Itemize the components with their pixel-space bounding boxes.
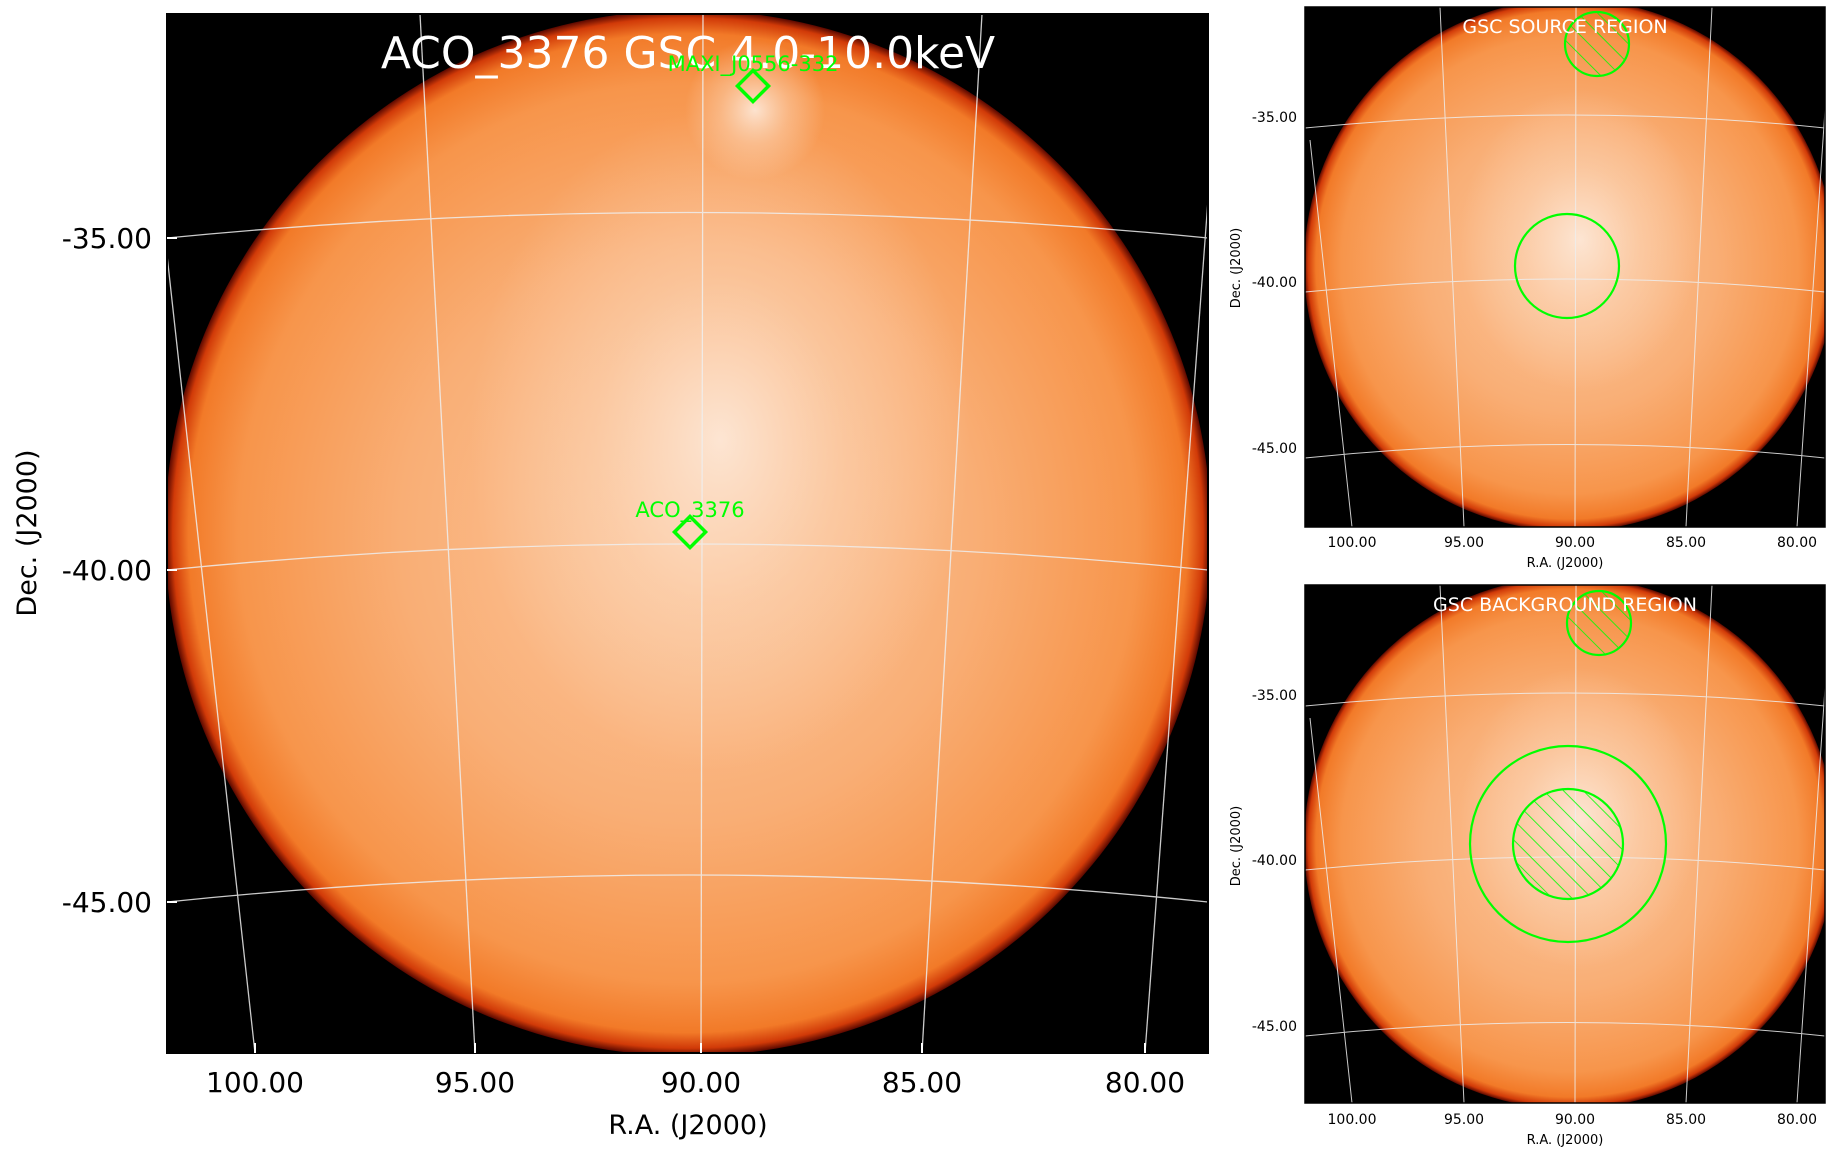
background-xtick-label: 90.00 [1555,1112,1595,1128]
main-panel: ACO_3376 GSC 4.0-10.0keV MAXI_J0556-332 … [12,13,1209,1141]
source-coordinate-grid [1305,7,1825,527]
source-plot-frame [1304,6,1826,528]
background-plot-frame [1304,584,1826,1104]
background-ytick-label: -40.00 [1252,853,1297,869]
main-ytick-label: -45.00 [62,886,152,919]
source-hatched-region[interactable] [1563,10,1631,78]
main-xtick-label: 100.00 [206,1066,304,1099]
source-xlabel: R.A. (J2000) [1527,556,1604,571]
source-ytick-label: -45.00 [1252,441,1297,457]
source-panel-title: GSC SOURCE REGION [1462,16,1667,38]
source-ytick-label: -35.00 [1252,110,1297,126]
main-ytick-label: -35.00 [62,222,152,255]
source-xtick-label: 85.00 [1666,535,1706,551]
source-extraction-circle[interactable] [1513,212,1621,320]
background-ytick-label: -45.00 [1252,1019,1297,1035]
main-ylabel: Dec. (J2000) [12,449,43,616]
background-panel-title: GSC BACKGROUND REGION [1433,594,1697,616]
background-excluded-inner-region[interactable] [1511,787,1625,901]
background-xtick-label: 95.00 [1444,1112,1484,1128]
background-ylabel: Dec. (J2000) [1229,806,1244,886]
background-xlabel: R.A. (J2000) [1527,1133,1604,1148]
main-xtick-label: 85.00 [882,1066,962,1099]
source-xtick-label: 100.00 [1328,535,1377,551]
background-xtick-label: 100.00 [1328,1112,1377,1128]
main-plot-frame [166,13,1209,1054]
main-xlabel: R.A. (J2000) [608,1110,767,1141]
background-xtick-label: 85.00 [1666,1112,1706,1128]
main-coordinate-grid [167,14,1208,1053]
maxi-j0556-332-marker[interactable] [734,67,772,105]
main-bright-emission [470,110,970,770]
background-xtick-label: 80.00 [1777,1112,1817,1128]
background-region-panel: GSC BACKGROUND REGION 100.00 95.00 90.00… [1229,584,1826,1148]
source-xtick-label: 80.00 [1777,535,1817,551]
main-bright-emission-top [685,40,825,180]
source-xtick-label: 95.00 [1444,535,1484,551]
aco-3376-label: ACO_3376 [635,498,744,523]
main-title: ACO_3376 GSC 4.0-10.0keV [381,28,995,79]
main-xtick-label: 90.00 [661,1066,741,1099]
background-outer-annulus[interactable] [1468,744,1668,944]
main-ytick-label: -40.00 [62,554,152,587]
source-ylabel: Dec. (J2000) [1229,228,1244,308]
main-xtick-label: 80.00 [1105,1066,1185,1099]
background-ytick-label: -35.00 [1252,688,1297,704]
source-xtick-label: 90.00 [1555,535,1595,551]
source-bright-emission [1460,90,1700,390]
background-hatched-top-region[interactable] [1565,589,1633,657]
source-region-panel: GSC SOURCE REGION 100.00 95.00 90.00 85.… [1229,6,1826,571]
maxi-j0556-332-label: MAXI_J0556-332 [668,52,839,77]
source-ytick-label: -40.00 [1252,275,1297,291]
aco-3376-marker[interactable] [671,513,709,551]
main-xtick-label: 95.00 [435,1066,515,1099]
main-tick-marks [167,237,1146,1053]
